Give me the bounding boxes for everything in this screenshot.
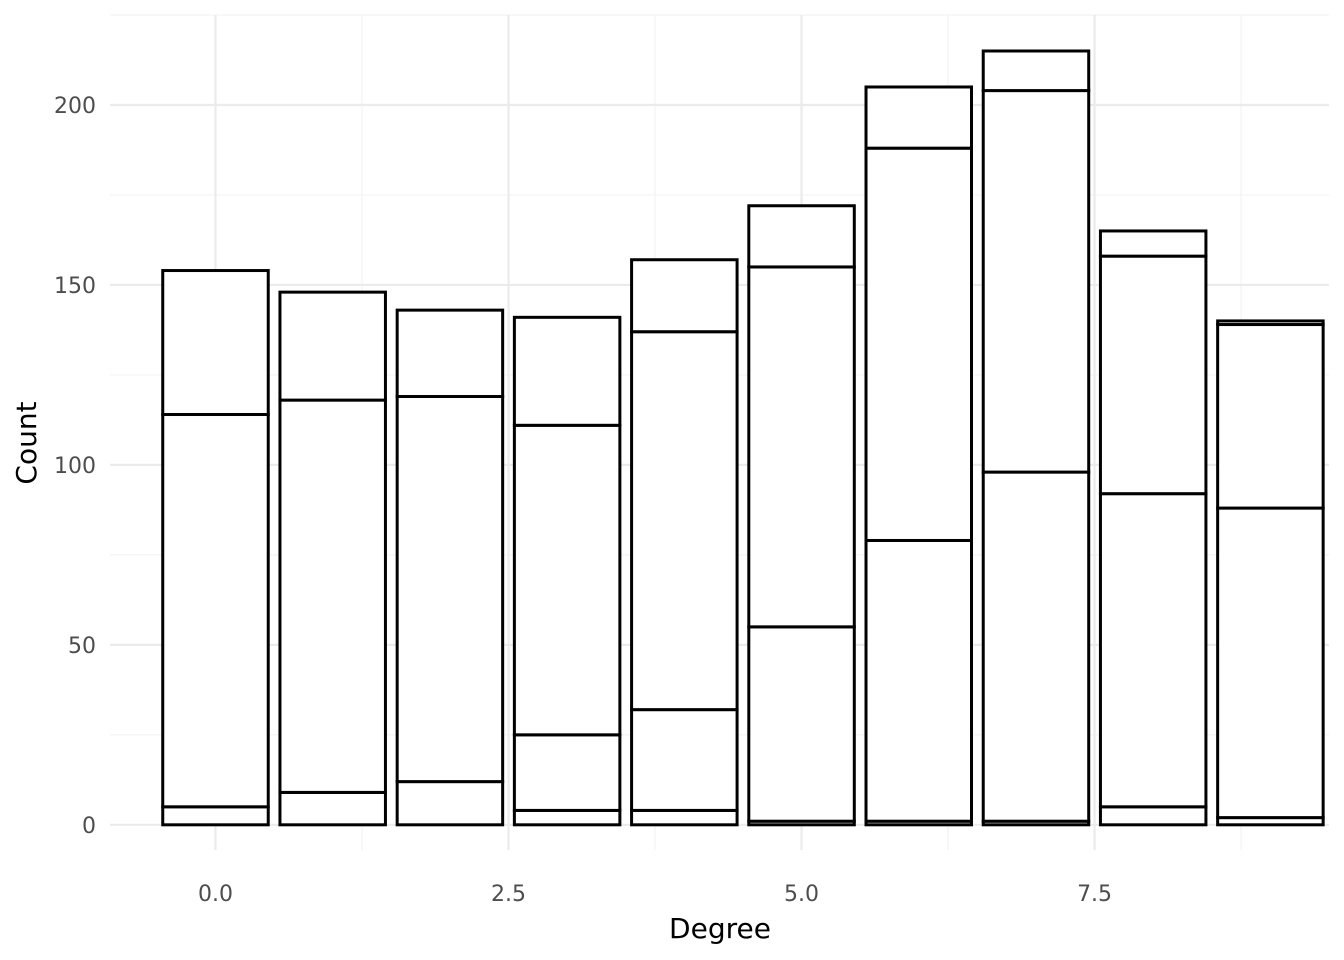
- y-tick-label: 100: [54, 454, 96, 479]
- bars: [161, 49, 1325, 827]
- bar-segment: [981, 89, 1091, 474]
- bar-segment: [981, 49, 1091, 93]
- bar-segment: [864, 85, 974, 150]
- bar-segment: [630, 808, 739, 827]
- y-tick-label: 150: [54, 274, 96, 299]
- bar-segment: [1098, 492, 1208, 809]
- bar-segment: [630, 258, 739, 334]
- bar-segment: [1098, 805, 1208, 827]
- y-axis-ticks: 0 50 100 150 200: [54, 94, 96, 839]
- bar-stack: [161, 269, 270, 827]
- bar-stack: [981, 49, 1091, 827]
- bar-segment: [278, 290, 387, 402]
- x-tick-label: 5.0: [784, 882, 819, 907]
- y-tick-label: 50: [68, 634, 96, 659]
- bar-segment: [747, 625, 856, 823]
- bar-segment: [512, 808, 622, 827]
- bar-segment: [1098, 254, 1208, 496]
- bar-segment: [864, 146, 974, 542]
- bar-segment: [395, 308, 505, 399]
- bar-segment: [395, 395, 505, 784]
- bar-segment: [278, 398, 387, 794]
- x-tick-label: 2.5: [491, 882, 526, 907]
- bar-segment: [161, 805, 270, 827]
- x-tick-label: 7.5: [1077, 882, 1112, 907]
- bar-stack: [512, 315, 622, 827]
- y-axis-title: Count: [10, 401, 43, 484]
- bar-stack: [1098, 229, 1208, 827]
- bar-segment: [512, 733, 622, 812]
- bar-segment: [395, 780, 505, 827]
- y-tick-label: 200: [54, 94, 96, 119]
- bar-stack: [278, 290, 387, 827]
- bar-segment: [747, 204, 856, 269]
- bar-segment: [630, 708, 739, 812]
- bar-segment: [512, 315, 622, 427]
- bar-stack: [747, 204, 856, 827]
- bar-segment: [981, 470, 1091, 823]
- bar-stack: [1216, 319, 1325, 827]
- bar-segment: [512, 423, 622, 737]
- bar-segment: [747, 265, 856, 629]
- bar-stack: [864, 85, 974, 827]
- y-tick-label: 0: [82, 814, 96, 839]
- bar-segment: [278, 790, 387, 827]
- bar-segment: [1216, 323, 1325, 510]
- bar-segment: [161, 413, 270, 809]
- bar-segment: [1216, 506, 1325, 820]
- bar-segment: [161, 269, 270, 417]
- bar-stack: [395, 308, 505, 827]
- bar-segment: [1216, 319, 1325, 327]
- bar-segment: [630, 330, 739, 712]
- x-axis-ticks: 0.0 2.5 5.0 7.5: [198, 882, 1112, 907]
- bar-segment: [864, 538, 974, 823]
- bar-segment: [1098, 229, 1208, 258]
- bar-stack: [630, 258, 739, 827]
- x-tick-label: 0.0: [198, 882, 233, 907]
- x-axis-title: Degree: [669, 912, 771, 945]
